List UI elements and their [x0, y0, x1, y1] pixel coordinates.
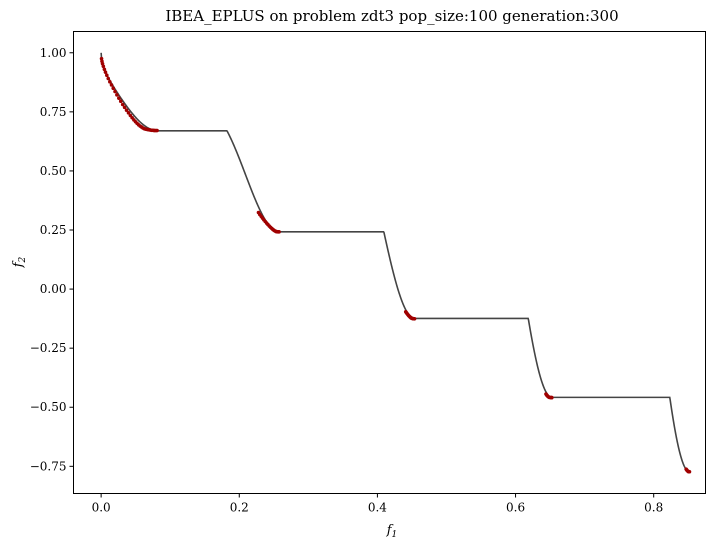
- x-tick-label: 0.2: [230, 501, 249, 515]
- y-tick-label: 0.25: [40, 223, 67, 237]
- x-axis: 0.0 0.2 0.4 0.6 0.8: [92, 493, 663, 515]
- y-tick-label: −0.75: [30, 459, 67, 473]
- population-point: [277, 230, 281, 234]
- population-point: [104, 73, 109, 78]
- y-tick-label: −0.25: [30, 341, 67, 355]
- population-point: [120, 102, 125, 107]
- population-point: [126, 110, 131, 115]
- x-tick-label: 0.0: [92, 501, 111, 515]
- population-point: [102, 67, 107, 72]
- population-point: [115, 93, 119, 97]
- population-point: [118, 99, 123, 104]
- reference-front-line: [100, 52, 690, 473]
- y-tick-label: 1.00: [40, 46, 67, 60]
- population-point: [106, 76, 111, 81]
- population-point: [412, 316, 417, 321]
- x-axis-label-subscript: 1: [392, 530, 398, 540]
- population-point: [103, 70, 108, 74]
- x-tick-label: 0.4: [368, 501, 387, 515]
- y-tick-label: 0.50: [40, 164, 67, 178]
- population-point: [117, 96, 121, 100]
- population-point: [101, 64, 106, 69]
- population-point: [550, 395, 554, 400]
- y-tick-label: 0.75: [40, 105, 67, 119]
- plot-area: [99, 52, 692, 474]
- population-point: [687, 469, 692, 474]
- chart-title: IBEA_EPLUS on problem zdt3 pop_size:100 …: [165, 7, 618, 25]
- population-point: [109, 83, 114, 87]
- population-point: [108, 80, 112, 84]
- population-point: [124, 108, 129, 112]
- y-tick-label: −0.50: [30, 400, 67, 414]
- population-point: [155, 128, 159, 133]
- x-axis-label: f1: [386, 523, 398, 540]
- population-point: [113, 89, 117, 94]
- y-tick-label: 0.00: [40, 282, 67, 296]
- y-axis-label-subscript: 2: [18, 256, 28, 263]
- x-tick-label: 0.6: [506, 501, 525, 515]
- y-axis: −0.75 −0.50 −0.25 0.00 0.25 0.50 0.75 1.00: [30, 46, 74, 473]
- x-tick-label: 0.8: [644, 501, 663, 515]
- y-axis-label: f2: [11, 256, 28, 268]
- plot-frame: [73, 31, 706, 494]
- population-point: [111, 86, 116, 91]
- population-point: [122, 105, 127, 110]
